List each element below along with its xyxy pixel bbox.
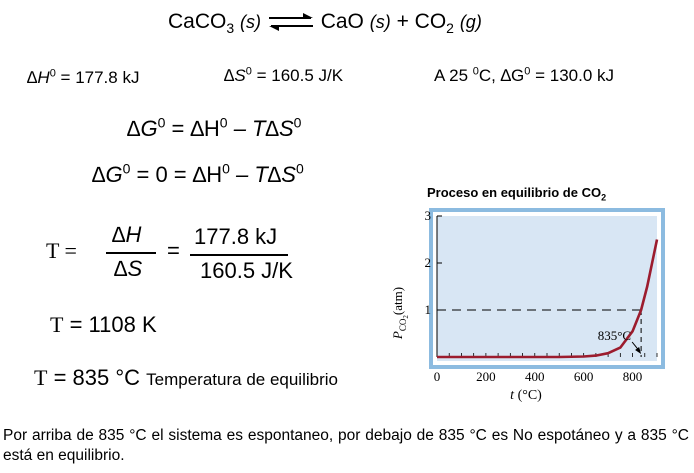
numerator-symbol-text: ∆H [112,222,142,247]
product-co2: CO [414,10,447,33]
reactant-state: (s) [240,12,261,32]
x-tick-label: 800 [623,369,643,384]
formula1-sup3: 0 [293,114,302,131]
formula1-sup2: 0 [219,114,228,131]
y-axis-label: PCO2(atm) [390,287,410,340]
product-co2-subscript: 2 [446,20,454,37]
x-tick-label: 0 [434,369,441,384]
fraction-equals: = [167,238,180,263]
enthalpy-value: ∆H0 = 177.8 kJ [27,68,139,88]
formula2-rest1: = 0 = ∆H [130,162,223,187]
result-kelvin-t: T [50,312,64,337]
formula1-dg: ∆G [127,116,158,141]
result-kelvin-value: = 1108 K [63,312,157,337]
gibbs-superscript: 0 [524,65,531,78]
product-cao-state: (s) [369,12,391,32]
series-line-pco2 [437,239,659,359]
fraction-bar-numeric [190,254,288,256]
fraction-bar-symbolic [106,252,156,254]
y-label-unit: (atm) [390,287,405,315]
formula1-rest1: = ∆H [165,116,220,141]
y-label-p: P [390,331,405,340]
chart-axes: 1 2 3 0 200 400 600 800 [425,208,658,384]
degree-superscript: 0 [472,65,479,78]
conclusion-paragraph: Por arriba de 835 °C el sistema es espon… [3,427,689,464]
result-celsius-t: T [34,365,48,390]
enthalpy-superscript: 0 [49,67,56,80]
gibbs-prefix: A 25 [434,66,473,85]
fraction-denominator-symbol: ∆S [114,256,142,282]
product-co2-state: (g) [459,12,482,32]
plus-sign: + [396,10,409,33]
x-tick-label: 200 [476,369,496,384]
chart-title-main: Proceso en equilibrio de [427,185,582,200]
fraction-numerator-value: 177.8 kJ [194,224,278,249]
formula2-rest2: – T∆S [229,162,296,187]
gibbs-mid: C, ∆G [478,66,525,85]
reactant: CaCO [168,10,227,33]
formula2-sup2: 0 [222,160,230,177]
plot-area [437,216,657,361]
entropy-superscript: 0 [245,65,252,78]
enthalpy-number: = 177.8 kJ [60,68,140,87]
enthalpy-symbol: ∆H [27,68,50,87]
y-tick-label: 1 [425,302,432,317]
fraction-numerator-symbol: ∆H [112,222,141,248]
entropy-number: = 160.5 J/K [256,66,344,85]
chart-title-co: CO [581,185,602,200]
reactant-subscript: 3 [226,20,235,37]
formula1-sup: 0 [157,114,166,131]
formula1-rest2: – T∆S [227,116,294,141]
equilibrium-temperature-note: Temperatura de equilibrio [146,370,338,389]
chart-title-sub: 2 [601,192,607,203]
chart-marks: 835°C [437,239,659,359]
annotation-835c: 835°C [598,328,631,343]
formula2-sup3: 0 [295,160,304,177]
reaction-equation: CaCO3 (s) CaO (s) + CO2 (g) [168,10,482,37]
denominator-symbol-text: ∆S [114,256,143,281]
entropy-symbol: ∆S [224,66,246,85]
entropy-value: ∆S0 = 160.5 J/K [224,66,343,86]
x-tick-label: 600 [574,369,594,384]
annotation-arrowhead [635,347,642,354]
chart-title: Proceso en equilibrio de CO2 [427,185,607,203]
co2-pressure-chart: 1 2 3 0 200 400 600 800 835°C t (°C) PCO2(atm) [390,208,665,403]
gibbs-25c-value: A 25 0C, ∆G0 = 130.0 kJ [434,66,614,86]
svg-text:PCO2(atm): PCO2(atm) [390,287,410,340]
formula2-dg: ∆G [92,162,123,187]
product-cao: CaO [320,10,364,33]
result-kelvin: T = 1108 K [50,312,157,338]
equilibrium-formula: ∆G0 = 0 = ∆H0 – T∆S0 [92,162,304,188]
result-celsius-value: = 835 °C [47,365,141,390]
fraction-denominator-value: 160.5 J/K [200,258,293,283]
temperature-label: T = [46,238,77,263]
formula2-sup: 0 [122,160,131,177]
x-tick-label: 400 [525,369,545,384]
y-tick-label: 2 [425,255,432,270]
x-axis-label: t (°C) [510,388,542,403]
gibbs-formula: ∆G0 = ∆H0 – T∆S0 [127,116,301,142]
gibbs-number: = 130.0 kJ [535,66,615,85]
equilibrium-arrow-icon [267,12,315,32]
result-celsius: T = 835 °C Temperatura de equilibrio [34,365,338,391]
y-tick-label: 3 [425,208,432,223]
